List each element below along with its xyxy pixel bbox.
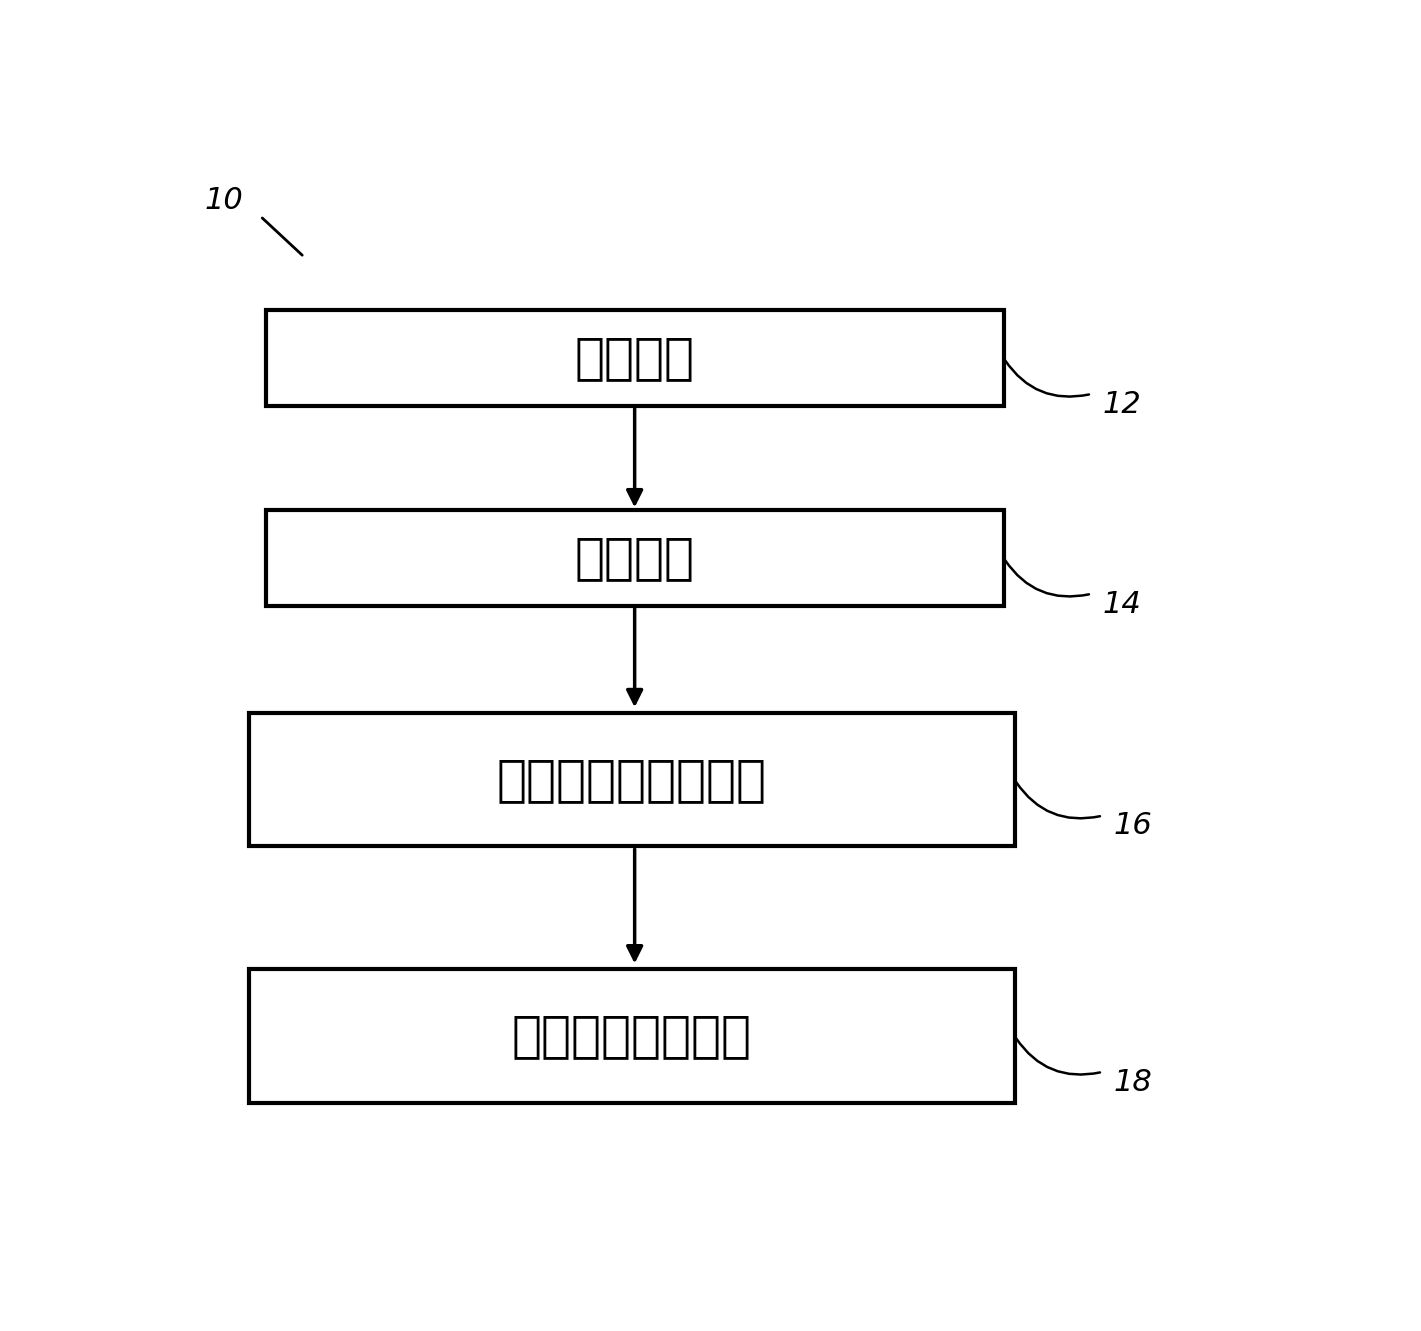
Text: 提供石墨: 提供石墨 [574, 334, 695, 382]
Bar [266, 510, 1003, 606]
Text: 10: 10 [205, 186, 243, 216]
Text: 提供碳黑: 提供碳黑 [574, 534, 695, 582]
Bar [249, 713, 1015, 847]
Text: 提供固体材料的平衡: 提供固体材料的平衡 [497, 756, 767, 804]
Text: 选择一种基体材料: 选择一种基体材料 [512, 1012, 752, 1059]
Bar [266, 310, 1003, 406]
Text: 16: 16 [1114, 812, 1152, 840]
Text: 12: 12 [1103, 390, 1141, 419]
Bar [249, 969, 1015, 1102]
Text: 14: 14 [1103, 590, 1141, 619]
Text: 18: 18 [1114, 1067, 1152, 1097]
